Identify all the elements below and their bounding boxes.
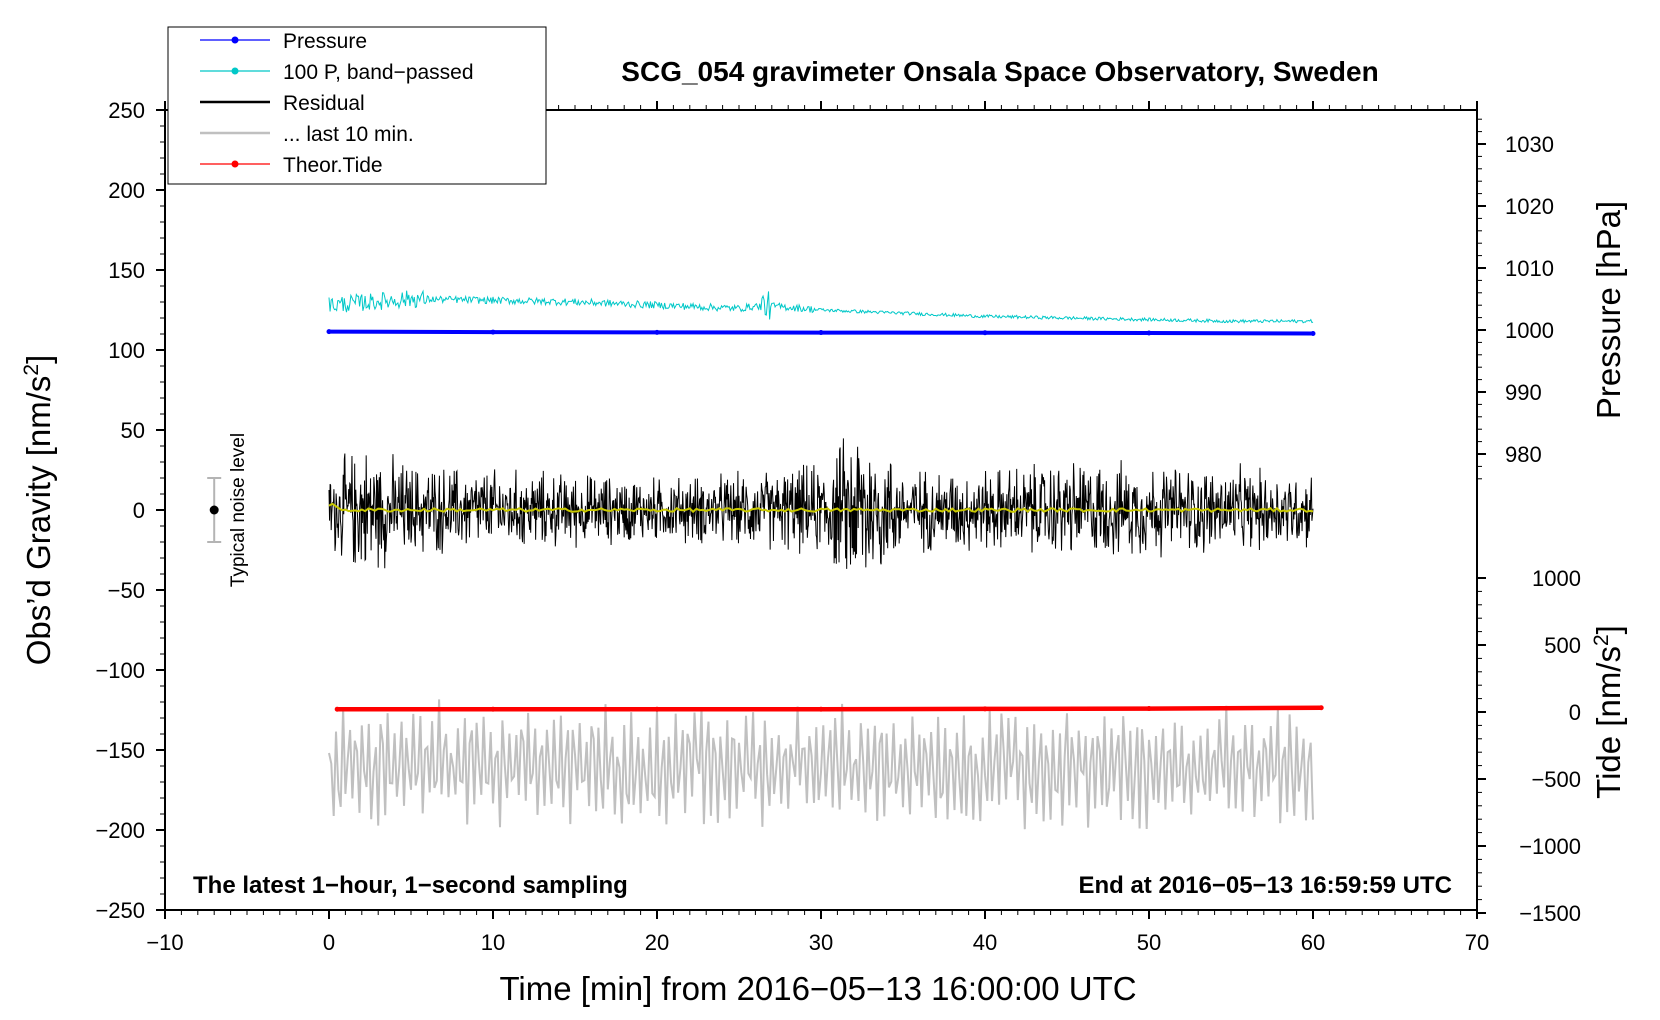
chart-title: SCG_054 gravimeter Onsala Space Observat… [621,56,1378,87]
pressure-tick-label: 1010 [1505,256,1554,281]
series-residual-smoothed-line [328,502,1314,514]
pressure-tick-label: 1020 [1505,194,1554,219]
x-tick-label: 20 [645,930,669,955]
series-pressure-point [654,329,660,335]
x-axis-title: Time [min] from 2016−05−13 16:00:00 UTC [499,970,1136,1007]
y-tick-label: 0 [133,498,145,523]
tide-tick-label: −500 [1531,767,1581,792]
series-theor-tide-point [982,706,988,712]
tide-tick-label: 0 [1569,700,1581,725]
y-tick-label: −100 [95,658,145,683]
tide-tick-label: 500 [1544,633,1581,658]
legend-label: Pressure [283,30,367,53]
end-time-note: End at 2016−05−13 16:59:59 UTC [1078,872,1452,899]
tide-axis-title: Tide [nm/s2] [1590,625,1627,799]
series-pressure-point [1310,331,1316,337]
legend-label: 100 P, band−passed [283,61,474,84]
tide-axis-title-main: Tide [nm/s [1590,646,1627,799]
legend-label: ... last 10 min. [283,123,414,146]
series-residual-line [328,438,1314,569]
tide-tick-label: −1000 [1519,834,1581,859]
pressure-tick-label: 990 [1505,380,1542,405]
x-tick-label: −10 [146,930,183,955]
legend-swatch-dot [231,67,239,75]
y-tick-label: −200 [95,818,145,843]
noise-level-indicator: Typical noise level [207,433,249,587]
y-tick-label: 100 [108,338,145,363]
y-tick-label: 50 [121,418,145,443]
series-theor-tide-point [1146,706,1152,712]
noise-level-label: Typical noise level [228,433,249,587]
tide-tick-label: −1500 [1519,901,1581,926]
x-tick-label: 30 [809,930,833,955]
x-tick-label: 40 [973,930,997,955]
ticks-layer: −10 0 10 20 30 40 50 60 70250200150100500−50−100… [95,98,1581,955]
legend-box [167,26,547,185]
y-tick-label: 250 [108,98,145,123]
pressure-tick-label: 1000 [1505,318,1554,343]
x-tick-label: 10 [481,930,505,955]
series-theor-tide-line [334,705,1324,712]
y-tick-label: 150 [108,258,145,283]
series-theor-tide-point [1318,705,1324,711]
series-pressure-point [818,330,824,336]
legend-swatch-dot [231,160,239,168]
series-theor-tide-point [334,706,340,712]
pressure-tick-label: 1030 [1505,132,1554,157]
series-pressure-point [982,330,988,336]
series-pressure-point [326,329,332,335]
y-axis-title-main: Obs’d Gravity [nm/s [20,376,57,666]
x-tick-label: 60 [1301,930,1325,955]
pressure-axis-title: Pressure [hPa] [1590,201,1627,419]
y-axis-title-sup: 2 [20,364,43,376]
tide-axis-title-sup: 2 [1590,634,1613,646]
series-pressure-point [490,329,496,335]
y-tick-label: −150 [95,738,145,763]
series-band-passed-line [328,289,1314,324]
series-layer [326,289,1324,830]
y-axis-title: Obs’d Gravity [nm/s2] [20,355,57,666]
series-theor-tide-point [490,706,496,712]
y-tick-label: −250 [95,898,145,923]
pressure-tick-label: 980 [1505,442,1542,467]
y-tick-label: 200 [108,178,145,203]
x-tick-label: 0 [323,930,335,955]
x-tick-label: 50 [1137,930,1161,955]
sampling-note: The latest 1−hour, 1−second sampling [193,872,628,899]
legend-label: Theor.Tide [283,154,383,177]
legend-label: Residual [283,92,365,115]
legend-swatch-dot [231,36,239,44]
series-last-10-min-line [328,699,1314,830]
series-theor-tide-point [818,706,824,712]
noise-bar-center-dot [209,505,219,515]
series-theor-tide-point [654,706,660,712]
series-pressure-point [1146,330,1152,336]
tide-axis-title-tail: ] [1590,625,1627,634]
y-axis-title-tail: ] [20,355,57,364]
x-tick-label: 70 [1465,930,1489,955]
tide-tick-label: 1000 [1532,566,1581,591]
y-tick-label: −50 [108,578,145,603]
legend: Pressure 100 P, band−passed Residual ... la… [167,26,547,185]
